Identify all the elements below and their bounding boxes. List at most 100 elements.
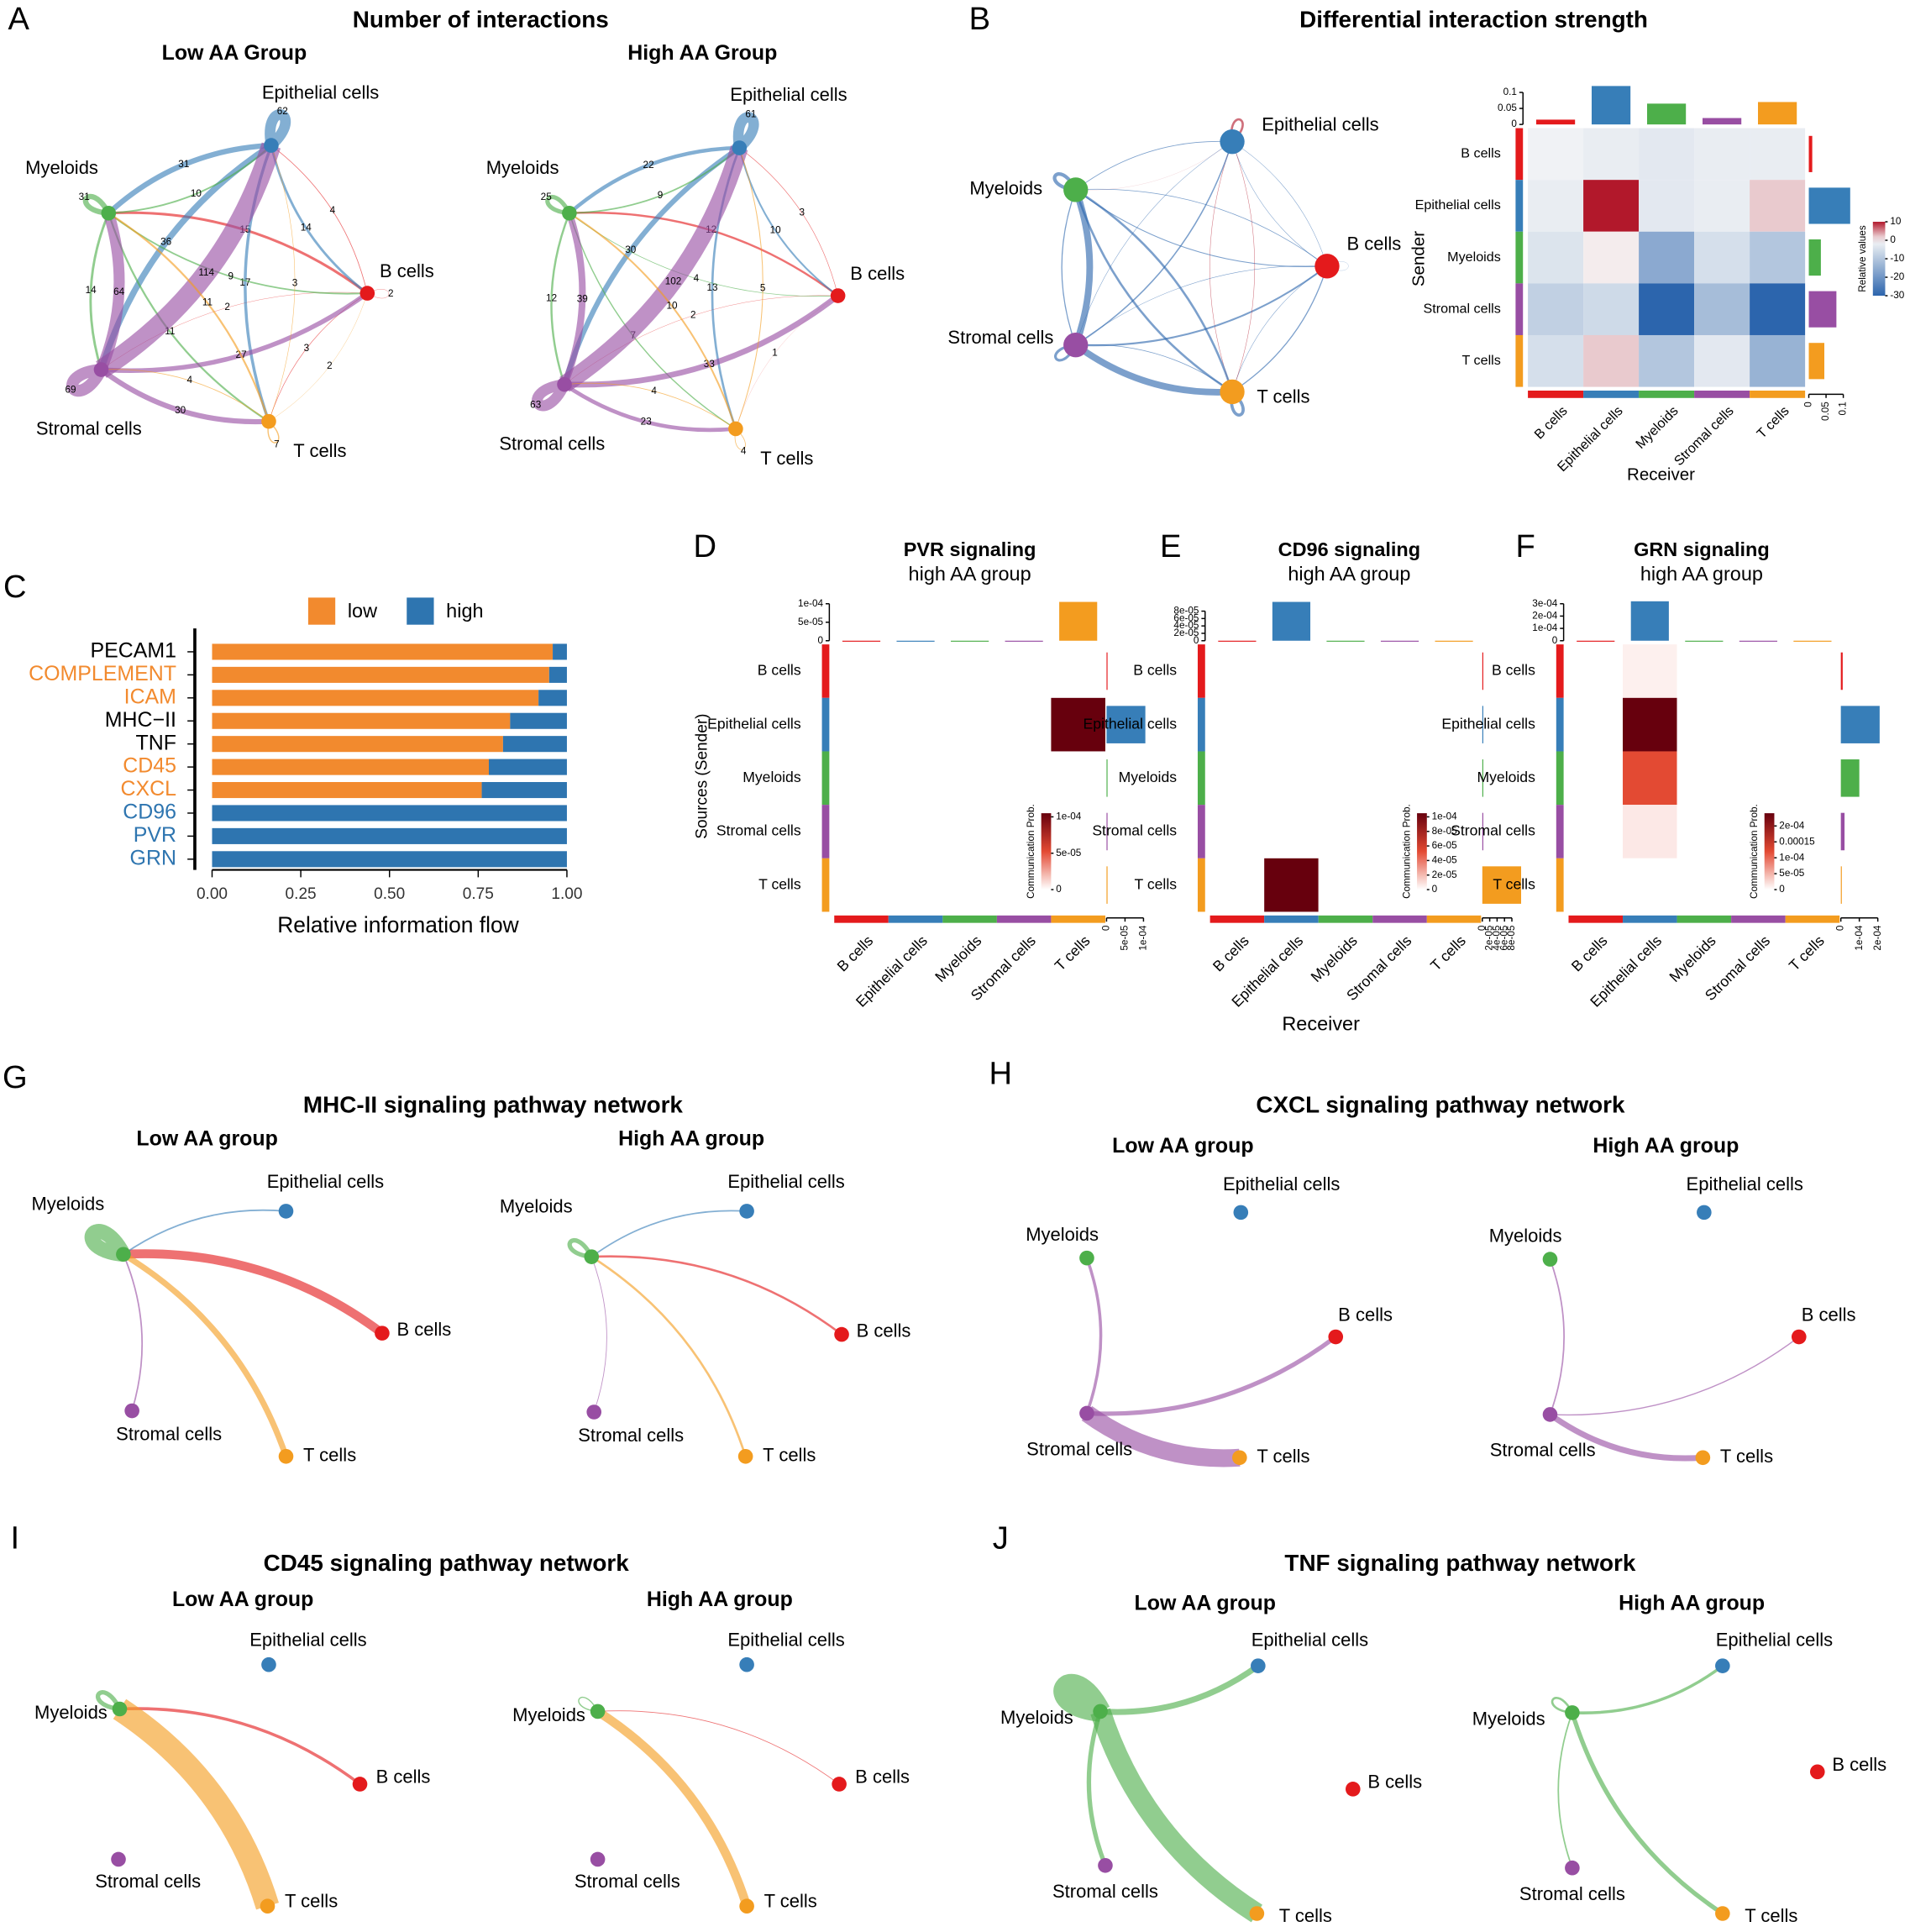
edge <box>1090 1708 1262 1923</box>
node-label: B cells <box>1338 1304 1393 1325</box>
tick-label: 2e-05 <box>1484 925 1495 950</box>
bar <box>538 690 567 706</box>
right-bar <box>1840 652 1843 690</box>
node-label: Myeloids <box>1489 1226 1562 1247</box>
edge <box>82 193 112 216</box>
heatmap-cell <box>1264 805 1319 858</box>
edge <box>1075 189 1328 267</box>
column-strip <box>1209 915 1265 923</box>
chart-title: CD96 signaling <box>1278 538 1420 560</box>
heatmap-cell <box>1694 231 1750 284</box>
row-strip <box>1515 283 1524 335</box>
node <box>111 1851 126 1867</box>
row-label: Epithelial cells <box>1084 715 1178 732</box>
edge <box>1075 188 1234 392</box>
edge <box>1550 1336 1800 1416</box>
edge-label: 14 <box>301 222 312 233</box>
node <box>264 138 279 153</box>
column-strip <box>1568 915 1624 923</box>
right-bar <box>1808 135 1813 172</box>
column-label: Myeloids <box>1633 403 1682 452</box>
bar <box>212 851 567 868</box>
edge <box>597 1710 840 1785</box>
right-bar <box>1808 291 1837 328</box>
edge-label: 23 <box>641 417 652 428</box>
heatmap-cell <box>1583 334 1640 387</box>
node-label: Stromal cells <box>578 1425 684 1446</box>
bar <box>212 736 503 753</box>
category-label: CXCL <box>120 777 176 801</box>
row-label: Epithelial cells <box>1441 715 1535 732</box>
edge-label: 62 <box>277 106 288 117</box>
heatmap-cell <box>1528 283 1584 335</box>
edge <box>270 144 368 294</box>
heatmap-cell <box>1528 180 1584 232</box>
edge <box>545 194 572 216</box>
top-bar <box>1591 86 1631 125</box>
node-label: Myeloids <box>1026 1224 1099 1245</box>
edge <box>268 144 296 422</box>
edge <box>569 212 737 429</box>
colorbar-label: 6e-05 <box>1432 840 1457 851</box>
node-label: Epithelial cells <box>1223 1173 1340 1194</box>
panel-letter: A <box>8 1 29 37</box>
node <box>278 1449 294 1464</box>
edge <box>1081 1405 1241 1467</box>
edge <box>108 144 272 214</box>
edge-label: 64 <box>113 286 125 297</box>
heatmap-cell <box>1209 805 1265 858</box>
edge-label: 3 <box>304 343 310 354</box>
column-label: B cells <box>1209 932 1252 975</box>
category-label: GRN <box>130 846 176 869</box>
heatmap-cell <box>1568 805 1624 858</box>
node-label: Epithelial cells <box>1262 113 1378 134</box>
row-strip <box>1515 180 1524 232</box>
heatmap-cell <box>888 858 943 912</box>
node-label: B cells <box>1346 234 1401 255</box>
column-strip <box>888 915 943 923</box>
right-bar <box>1106 652 1108 690</box>
top-bar <box>1005 640 1043 642</box>
right-bar <box>1106 812 1108 851</box>
node-label: Epithelial cells <box>249 1630 366 1651</box>
node-label: T cells <box>760 448 813 469</box>
heatmap-cell <box>1623 697 1677 752</box>
edge-label: 30 <box>625 244 637 255</box>
edge-label: 31 <box>178 159 189 170</box>
edge <box>1209 141 1233 392</box>
node-label: B cells <box>380 260 434 281</box>
heatmap-cell <box>1209 751 1265 806</box>
edge <box>268 292 368 422</box>
row-label: Epithelial cells <box>1415 197 1501 213</box>
edge-label: 10 <box>770 225 782 236</box>
edge <box>1075 141 1233 191</box>
tick-label: 0 <box>1194 635 1199 646</box>
node <box>1565 1705 1580 1720</box>
heatmap-cell <box>1318 751 1373 806</box>
edge <box>96 211 125 372</box>
node <box>1314 254 1340 279</box>
row-strip <box>1556 858 1564 912</box>
tick-label: 0.05 <box>1498 102 1517 113</box>
node <box>1233 1205 1249 1221</box>
heatmap-cell <box>888 697 943 752</box>
bar <box>510 712 567 729</box>
edge-label: 13 <box>706 282 717 293</box>
panel-letter: I <box>11 1520 20 1557</box>
heatmap-cell <box>1676 805 1732 858</box>
tick-label: 0 <box>1101 925 1112 931</box>
right-bar <box>1840 759 1860 797</box>
top-bar <box>1535 119 1576 125</box>
row-label: Myeloids <box>742 769 801 785</box>
bar <box>212 666 549 683</box>
column-strip <box>1264 915 1319 923</box>
y-axis-label: Sender <box>1409 231 1428 286</box>
category-label: MHC−II <box>105 708 176 732</box>
edge <box>532 379 569 412</box>
row-strip <box>821 805 830 858</box>
row-label: Myeloids <box>1447 249 1501 265</box>
edge <box>1548 1412 1703 1462</box>
tick-label: 2e-05 <box>1173 627 1199 638</box>
node-label: B cells <box>857 1320 911 1341</box>
